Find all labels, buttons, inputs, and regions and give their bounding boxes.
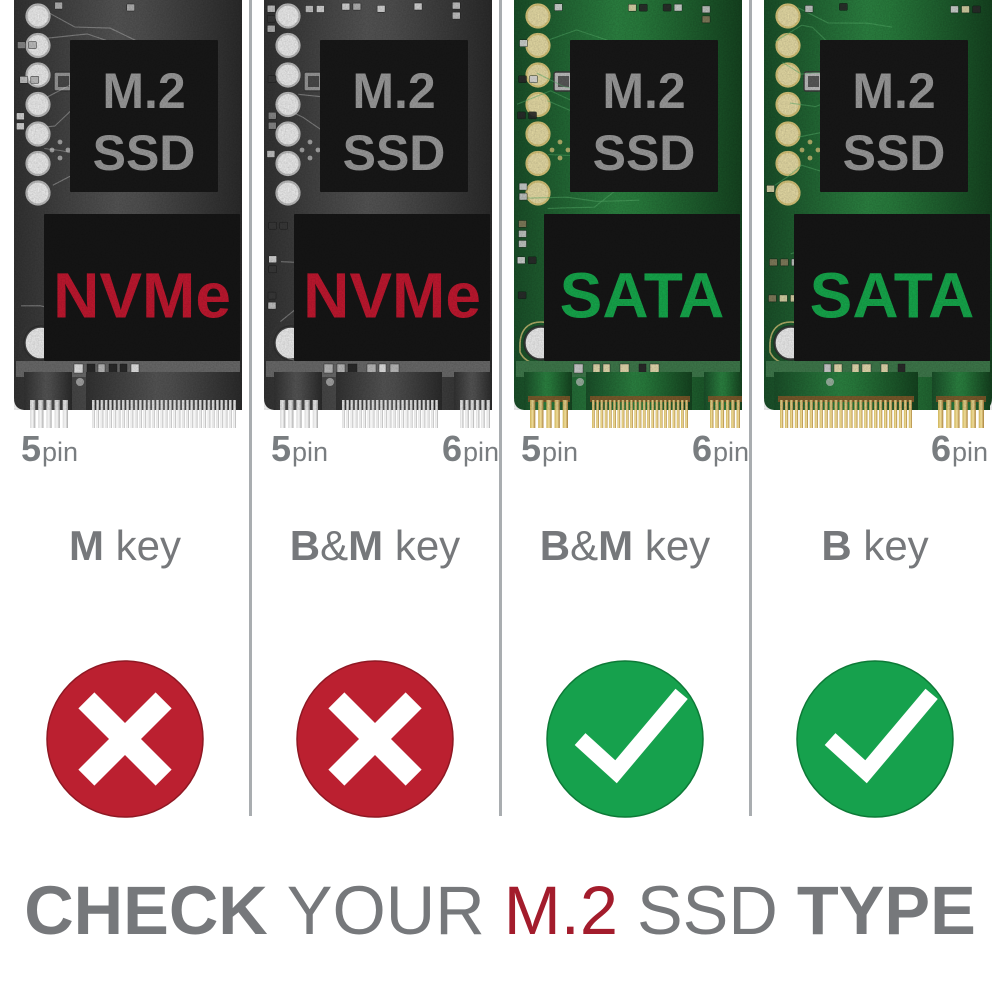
svg-text:5: 5	[521, 428, 541, 469]
svg-text:B&M key: B&M key	[540, 522, 710, 569]
svg-text:M key: M key	[69, 522, 181, 569]
svg-text:pin: pin	[542, 437, 578, 467]
svg-text:pin: pin	[292, 437, 328, 467]
svg-text:5: 5	[21, 428, 41, 469]
svg-text:6: 6	[692, 428, 712, 469]
svg-text:5: 5	[271, 428, 291, 469]
svg-text:CHECK YOUR M.2 SSD TYPE: CHECK YOUR M.2 SSD TYPE	[24, 872, 976, 949]
svg-text:pin: pin	[713, 437, 749, 467]
svg-text:pin: pin	[463, 437, 499, 467]
svg-text:6: 6	[442, 428, 462, 469]
svg-text:pin: pin	[42, 437, 78, 467]
svg-text:B&M key: B&M key	[290, 522, 460, 569]
svg-text:6: 6	[931, 428, 951, 469]
svg-text:B key: B key	[821, 522, 928, 569]
svg-text:pin: pin	[952, 437, 988, 467]
